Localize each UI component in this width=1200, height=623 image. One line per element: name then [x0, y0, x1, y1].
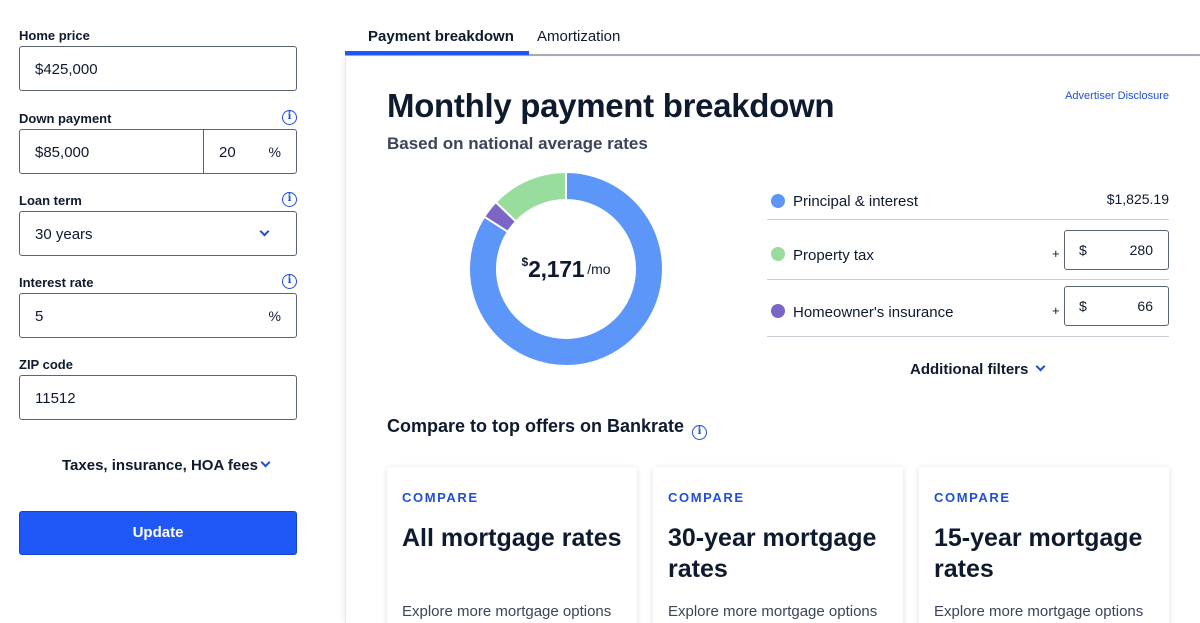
currency-sign: $: [1079, 242, 1087, 258]
principal-color-dot: [771, 194, 785, 208]
total-currency: $: [521, 255, 529, 269]
field-divider: [203, 130, 204, 173]
list-item: Homeowner's insurance + $ 66: [767, 280, 1169, 337]
home-price-value: $425,000: [35, 61, 98, 78]
card-title: 15-year mortgage rates: [934, 524, 1143, 583]
update-button[interactable]: Update: [19, 511, 297, 555]
insurance-value: 66: [1137, 298, 1153, 314]
loan-term-value: 30 years: [35, 226, 93, 243]
interest-rate-input[interactable]: 5 %: [19, 293, 297, 338]
compare-heading-text: Compare to top offers on Bankrate: [387, 416, 685, 436]
card-title: All mortgage rates: [402, 524, 622, 552]
donut-total: $ 2,171 /mo: [466, 169, 666, 369]
principal-segment: [468, 170, 664, 367]
down-payment-input[interactable]: $85,000 20 %: [19, 129, 297, 174]
compare-card-30-year-rates[interactable]: COMPARE 30-year mortgage rates Explore m…: [653, 467, 903, 623]
total-amount: 2,171: [528, 255, 585, 282]
percent-sign: %: [268, 144, 281, 160]
zip-code-input[interactable]: 11512: [19, 375, 297, 420]
down-payment-value: $85,000: [35, 144, 90, 161]
currency-sign: $: [1079, 298, 1087, 314]
zip-code-label: ZIP code: [19, 357, 73, 372]
chevron-down-icon: [259, 226, 270, 237]
property-tax-value: 280: [1129, 242, 1153, 258]
down-payment-percent-input[interactable]: 20: [219, 144, 236, 161]
plus-sign: +: [1052, 303, 1060, 318]
card-description: Explore more mortgage options: [668, 603, 878, 620]
down-payment-label: Down payment: [19, 111, 112, 126]
insurance-input[interactable]: $ 66: [1064, 286, 1169, 326]
interest-rate-label: Interest rate: [19, 275, 94, 290]
card-kicker: COMPARE: [402, 490, 479, 505]
card-description: Explore more mortgage options: [934, 603, 1144, 620]
tab-bar: Payment breakdown Amortization: [345, 0, 1200, 56]
loan-term-select[interactable]: 30 years: [19, 211, 297, 256]
home-price-input[interactable]: $425,000: [19, 46, 297, 91]
zip-code-value: 11512: [35, 390, 76, 407]
card-description: Explore more mortgage options: [402, 603, 612, 620]
home-price-label: Home price: [19, 28, 90, 43]
info-icon[interactable]: i: [282, 274, 297, 289]
compare-heading: Compare to top offers on Bankrate i: [387, 416, 708, 440]
insurance-color-dot: [771, 304, 785, 318]
info-icon[interactable]: i: [282, 192, 297, 207]
additional-filters-toggle[interactable]: Additional filters: [910, 361, 1028, 378]
property-tax-label: Property tax: [793, 247, 874, 264]
principal-value: $1,825.19: [1106, 191, 1169, 207]
additional-filters-label: Additional filters: [910, 361, 1029, 378]
list-item: Principal & interest $1,825.19: [767, 180, 1169, 220]
page-title: Monthly payment breakdown: [387, 87, 835, 124]
compare-card-all-mortgage-rates[interactable]: COMPARE All mortgage rates Explore more …: [387, 467, 637, 623]
plus-sign: +: [1052, 246, 1060, 261]
payment-breakdown-panel: Monthly payment breakdown Based on natio…: [345, 57, 1200, 623]
principal-label: Principal & interest: [793, 193, 919, 210]
page-subtitle: Based on national average rates: [387, 134, 648, 153]
interest-rate-value: 5: [35, 308, 44, 325]
card-title: 30-year mortgage rates: [668, 524, 877, 583]
card-kicker: COMPARE: [668, 490, 745, 505]
loan-term-label: Loan term: [19, 193, 82, 208]
chevron-down-icon: [1035, 361, 1046, 372]
taxes-insurance-hoa-toggle[interactable]: Taxes, insurance, HOA fees: [62, 457, 258, 474]
info-icon[interactable]: i: [692, 425, 708, 440]
insurance-label: Homeowner's insurance: [793, 304, 954, 321]
property-tax-color-dot: [771, 247, 785, 261]
compare-card-15-year-rates[interactable]: COMPARE 15-year mortgage rates Explore m…: [919, 467, 1169, 623]
chevron-down-icon: [260, 457, 271, 468]
property-tax-segment: [494, 170, 567, 223]
info-icon[interactable]: i: [282, 110, 297, 125]
tab-payment-breakdown[interactable]: Payment breakdown: [368, 28, 514, 45]
percent-sign: %: [268, 308, 281, 324]
total-unit: /mo: [587, 261, 611, 277]
property-tax-input[interactable]: $ 280: [1064, 230, 1169, 270]
taxes-link-label: Taxes, insurance, HOA fees: [62, 457, 258, 474]
active-tab-indicator: [345, 51, 529, 55]
payment-donut-chart: [468, 170, 664, 367]
list-item: Property tax + $ 280: [767, 220, 1169, 280]
card-kicker: COMPARE: [934, 490, 1011, 505]
tab-amortization[interactable]: Amortization: [537, 28, 621, 45]
advertiser-disclosure-link[interactable]: Advertiser Disclosure: [1065, 90, 1169, 102]
